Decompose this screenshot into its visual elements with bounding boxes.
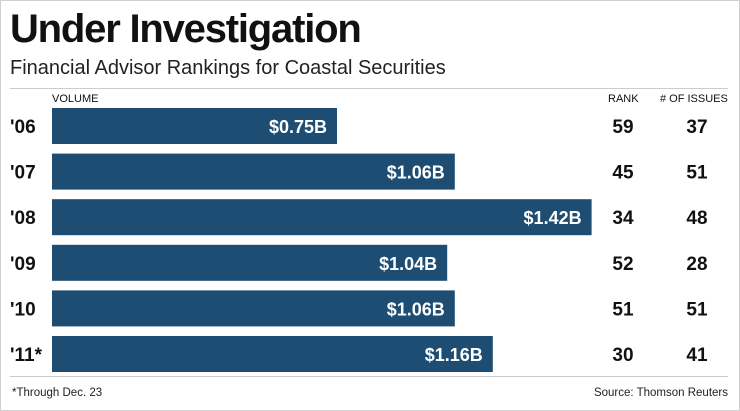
- rank-column-header: RANK: [608, 93, 639, 105]
- volume-data-label: $1.06B: [387, 163, 445, 183]
- year-label: '08: [10, 208, 36, 229]
- issues-value: 28: [686, 254, 707, 275]
- chart-title: Under Investigation: [10, 7, 362, 51]
- issues-value: 48: [686, 208, 707, 229]
- volume-data-label: $1.04B: [379, 254, 437, 274]
- year-label: '10: [10, 299, 36, 320]
- volume-data-label: $0.75B: [269, 117, 327, 137]
- rank-value: 52: [612, 254, 633, 275]
- volume-bar: [52, 336, 493, 372]
- volume-bar: [52, 199, 592, 236]
- issues-value: 51: [686, 163, 708, 184]
- rank-value: 34: [612, 208, 634, 229]
- issues-value: 41: [686, 345, 708, 366]
- issues-value: 51: [686, 299, 708, 320]
- year-label: '07: [10, 163, 36, 184]
- source-credit: Source: Thomson Reuters: [593, 387, 728, 399]
- volume-column-header: VOLUME: [52, 93, 99, 105]
- volume-data-label: $1.06B: [387, 299, 445, 319]
- volume-bar: [52, 153, 455, 190]
- top-divider: [10, 88, 728, 89]
- footnote: *Through Dec. 23: [12, 387, 103, 399]
- rank-value: 59: [612, 117, 633, 138]
- year-label: '11*: [10, 345, 43, 366]
- volume-data-label: $1.16B: [425, 345, 483, 365]
- issues-column-header: # OF ISSUES: [660, 93, 728, 105]
- year-label: '06: [10, 117, 36, 138]
- volume-data-label: $1.42B: [524, 208, 582, 228]
- volume-bar: [52, 108, 337, 144]
- year-label: '09: [10, 254, 36, 275]
- volume-bar: [52, 290, 455, 327]
- issues-value: 37: [686, 117, 707, 138]
- rank-value: 30: [612, 345, 633, 366]
- rank-value: 51: [612, 299, 634, 320]
- volume-bar: [52, 244, 448, 281]
- bottom-divider: [10, 376, 728, 377]
- rank-value: 45: [612, 163, 634, 184]
- chart-subtitle: Financial Advisor Rankings for Coastal S…: [10, 57, 446, 79]
